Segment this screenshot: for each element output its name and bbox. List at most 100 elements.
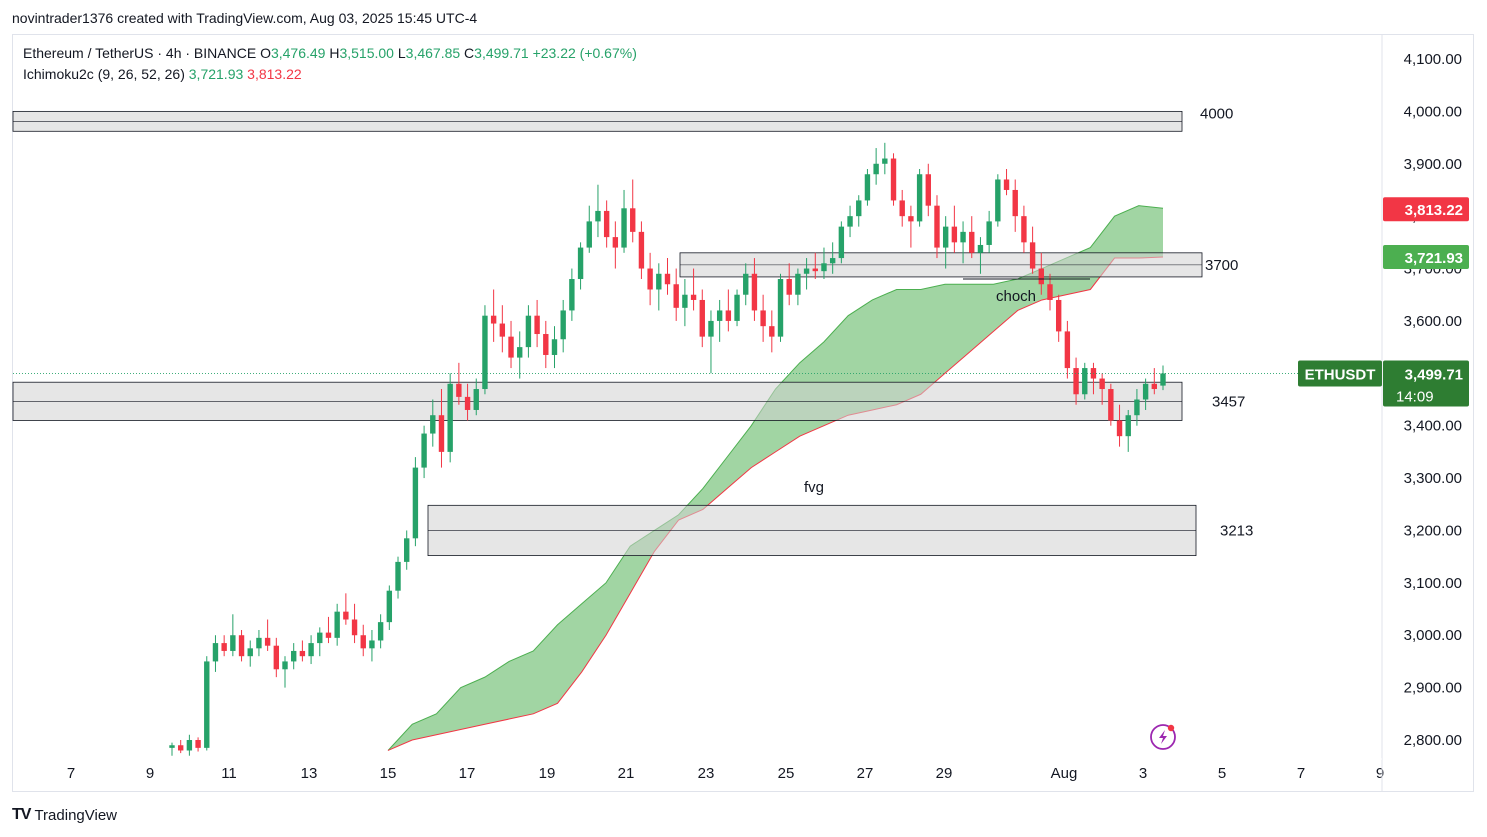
x-tick-label: 17 [459,765,476,782]
symbol-name[interactable]: Ethereum / TetherUS · 4h · BINANCE [23,45,257,61]
candle-body [386,590,393,623]
candle-body [1073,368,1079,395]
x-tick-label: 23 [698,765,715,782]
x-tick-label: 9 [1376,765,1384,782]
candle-body [1021,216,1027,243]
annotations-layer: choch fvg [13,278,1382,496]
candle-body [273,645,280,670]
y-tick-label: 3,300.00 [1404,470,1462,487]
candle-body [334,611,340,638]
last-price-text: 3,499.71 [1405,366,1463,383]
price-label-box [1383,197,1469,222]
x-tick-label: 27 [857,765,874,782]
high-label: H [329,45,340,61]
low-label: L [397,45,406,61]
price-labels: 3,813.22 3,721.93 ETHUSDT 3,499.71 14:09 [1298,197,1469,407]
candle-body [1134,399,1140,416]
zones-layer: 4000 3700 3457 3213 [12,105,1253,557]
candle-body [882,158,888,164]
candle-body [360,635,366,649]
candle-body [1029,242,1036,269]
symbol-tag [1298,360,1382,387]
candle-body [899,200,905,217]
close-value: 3,499.71 [474,45,529,61]
attribution-text: novintrader1376 created with TradingView… [12,10,478,26]
high-value: 3,515.00 [339,45,394,61]
candle-body [969,231,975,253]
candle-body [177,745,184,751]
y-tick-label: 3,100.00 [1404,575,1462,592]
candle-body [812,268,818,272]
y-tick-label: 2,800.00 [1404,732,1462,749]
zone-label: 3700 [1205,257,1238,274]
candle-body [464,396,471,410]
candle-body [925,174,931,206]
low-value: 3,467.85 [405,45,461,61]
symbol-tag-text: ETHUSDT [1305,366,1376,383]
candle-body [942,226,949,248]
candle-body [1116,420,1123,437]
candle-body [264,637,271,646]
candle-body [734,294,740,321]
candle-body [1082,368,1088,395]
candle-body [595,210,601,222]
candle-body [630,208,636,232]
candle-body [438,415,445,452]
x-tick-label: 5 [1218,765,1226,782]
x-tick-label: 13 [301,765,318,782]
open-value: 3,476.49 [270,45,326,61]
candle-body [856,200,862,217]
footer-brand[interactable]: TV TradingView [12,806,117,824]
candle-body [916,174,923,222]
candle-body [543,334,549,355]
candle-body [204,661,210,748]
symbol-legend: Ethereum / TetherUS · 4h · BINANCE O3,47… [23,45,637,61]
candle-body [1064,331,1071,369]
x-tick-label: 19 [539,765,556,782]
candle-body [456,383,462,397]
candle-body [499,323,506,337]
brand-name: TradingView [34,806,117,824]
candle-body [1160,373,1166,386]
candle-body [803,268,810,274]
zone-label: 3213 [1220,522,1253,539]
candle-body [873,163,879,175]
candle-body [395,561,401,591]
candle-body [603,210,610,238]
candle-body [577,247,584,280]
candle-body [1047,284,1053,300]
candle-body [864,174,871,201]
choch-label: choch [996,288,1036,305]
change-value: +23.22 (+0.67%) [532,45,637,61]
indicator-name[interactable]: Ichimoku2c (9, 26, 52, 26) [23,66,185,82]
candle-body [656,273,662,290]
price-label-text: 3,721.93 [1405,250,1463,267]
price-label-text: 3,813.22 [1405,202,1463,219]
candle-body [525,315,532,348]
x-tick-label: 3 [1139,765,1147,782]
candle-body [673,284,679,308]
candle-body [960,231,966,243]
candle-body [517,347,523,358]
cloud-area [388,205,1163,751]
lightning-icon[interactable] [1150,724,1176,750]
candle-body [343,611,349,620]
candle-body [195,740,201,748]
candle-body [1125,415,1131,437]
candle-body [1003,179,1010,190]
candle-body [769,326,775,337]
candle-body [291,650,297,662]
candle-body [986,221,992,245]
candle-body [1038,268,1044,285]
candle-body [230,635,236,651]
candle-body [682,294,688,308]
open-label: O [260,45,271,61]
candle-body [908,216,914,222]
candle-body [186,740,193,751]
candle-body [238,635,245,657]
candle-body [821,263,827,272]
y-tick-label: 4,000.00 [1404,103,1462,120]
y-tick-label: 3,000.00 [1404,627,1462,644]
indicator-legend: Ichimoku2c (9, 26, 52, 26) 3,721.93 3,81… [23,66,302,82]
